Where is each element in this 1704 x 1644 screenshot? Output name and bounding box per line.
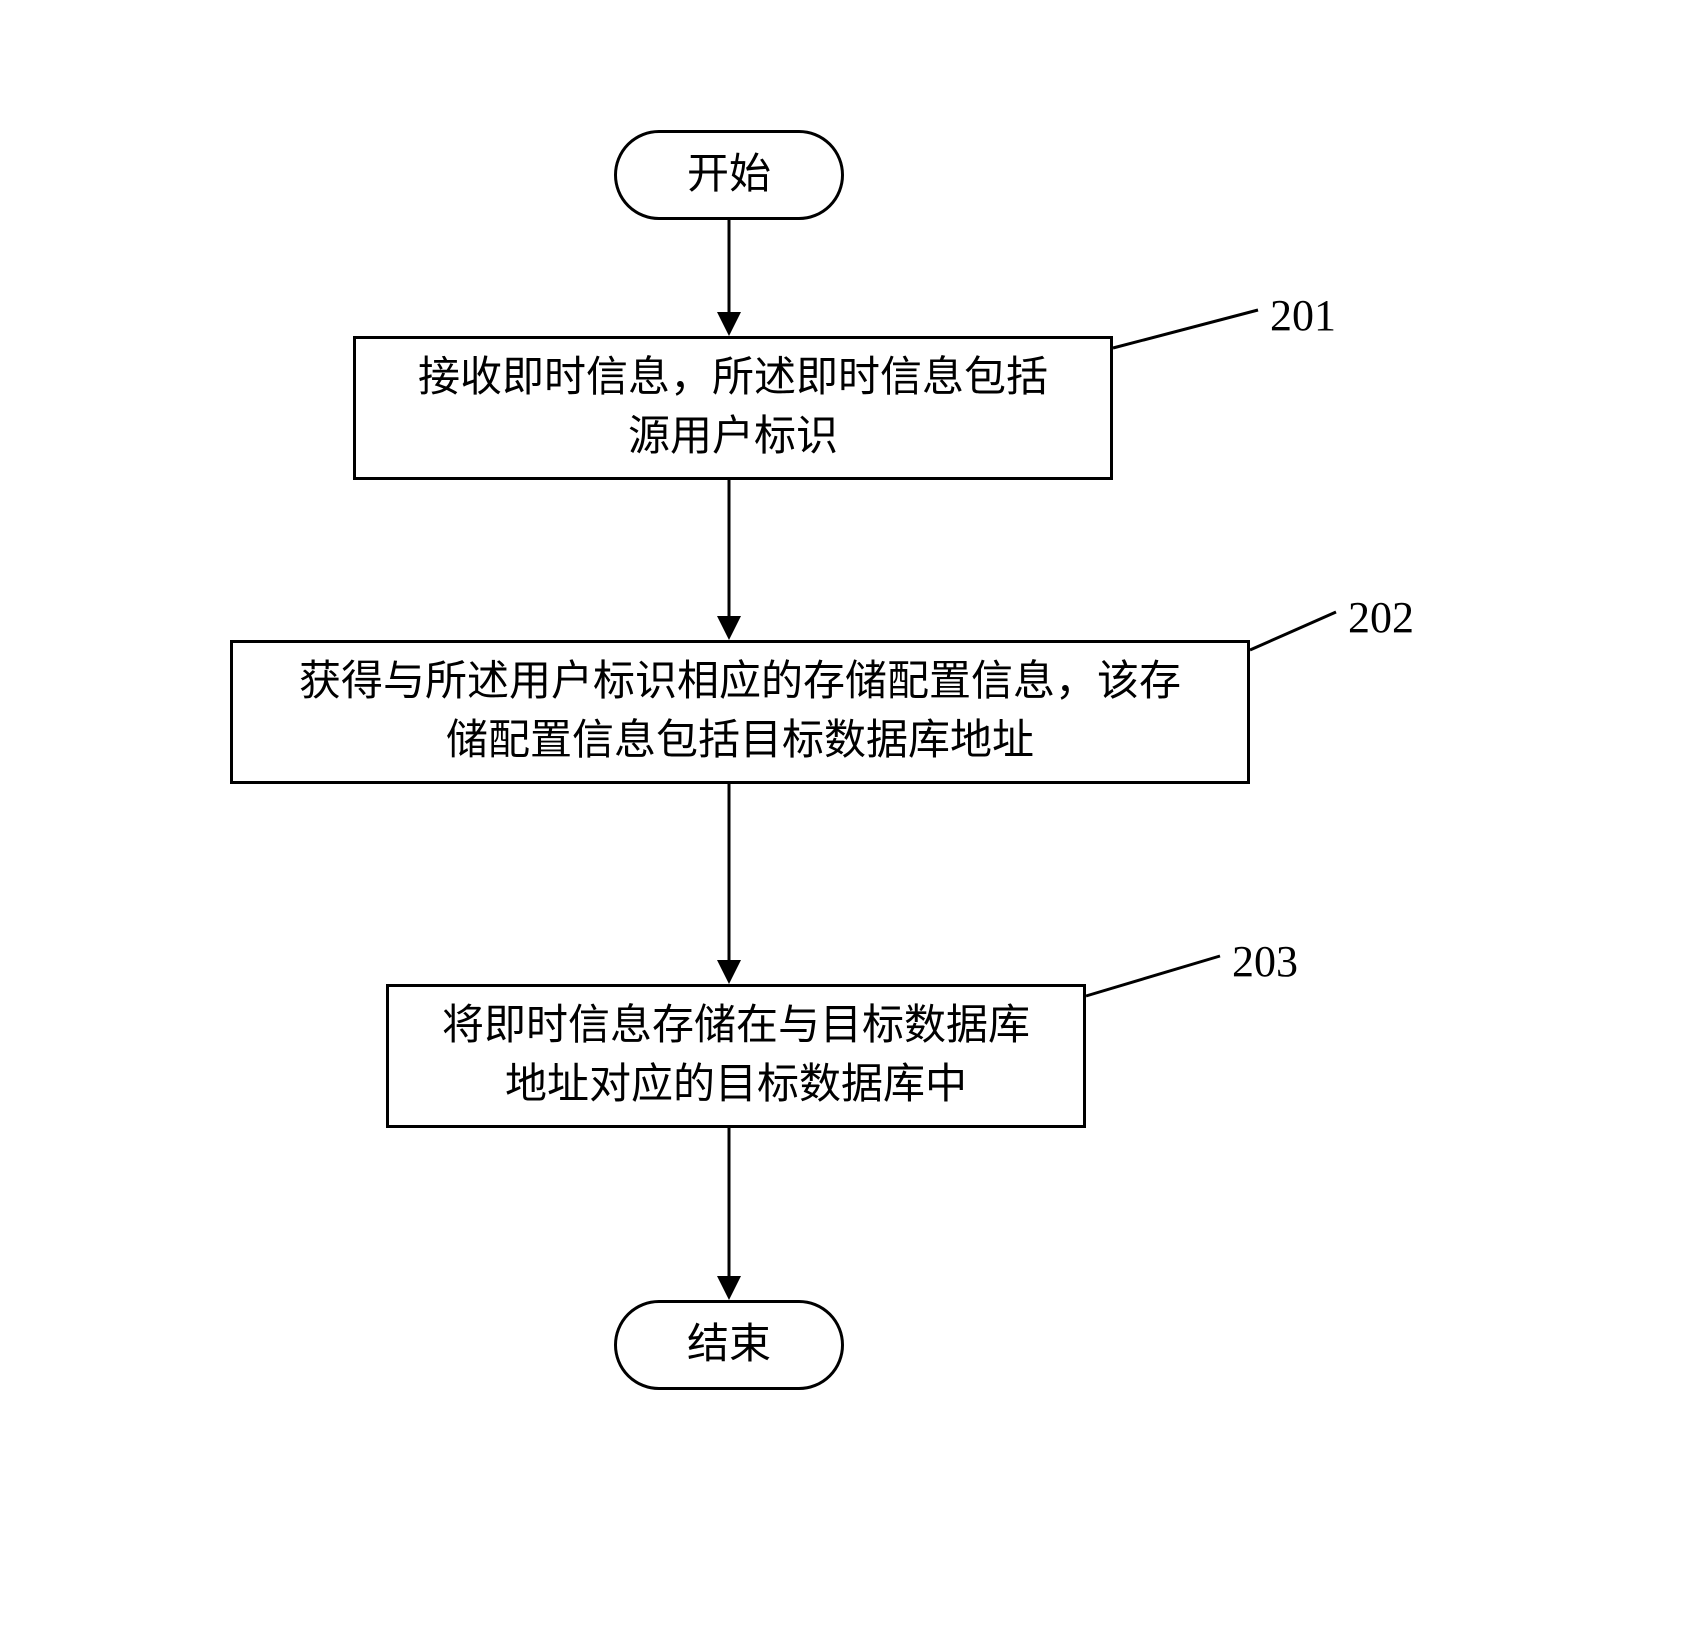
step3-node: 将即时信息存储在与目标数据库 地址对应的目标数据库中 [386,984,1086,1128]
start-text: 开始 [687,154,771,196]
step3-text: 将即时信息存储在与目标数据库 地址对应的目标数据库中 [442,997,1030,1115]
step2-label-line [1250,612,1336,650]
step2-node: 获得与所述用户标识相应的存储配置信息，该存 储配置信息包括目标数据库地址 [230,640,1250,784]
step1-label: 201 [1270,290,1336,341]
end-node: 结束 [614,1300,844,1390]
step1-text: 接收即时信息，所述即时信息包括 源用户标识 [418,349,1048,467]
edge-step1-step2 [717,480,741,640]
end-text: 结束 [687,1324,771,1366]
step1-label-line [1113,310,1258,348]
flowchart-container: 开始 接收即时信息，所述即时信息包括 源用户标识 201 获得与所述用户标识相应… [0,0,1704,1644]
edge-step2-step3 [717,784,741,984]
start-node: 开始 [614,130,844,220]
step1-node: 接收即时信息，所述即时信息包括 源用户标识 [353,336,1113,480]
edge-start-step1 [717,220,741,336]
step2-text: 获得与所述用户标识相应的存储配置信息，该存 储配置信息包括目标数据库地址 [299,653,1181,771]
step3-label-line [1086,956,1220,996]
step3-label: 203 [1232,936,1298,987]
step2-label: 202 [1348,592,1414,643]
edge-step3-end [717,1128,741,1300]
